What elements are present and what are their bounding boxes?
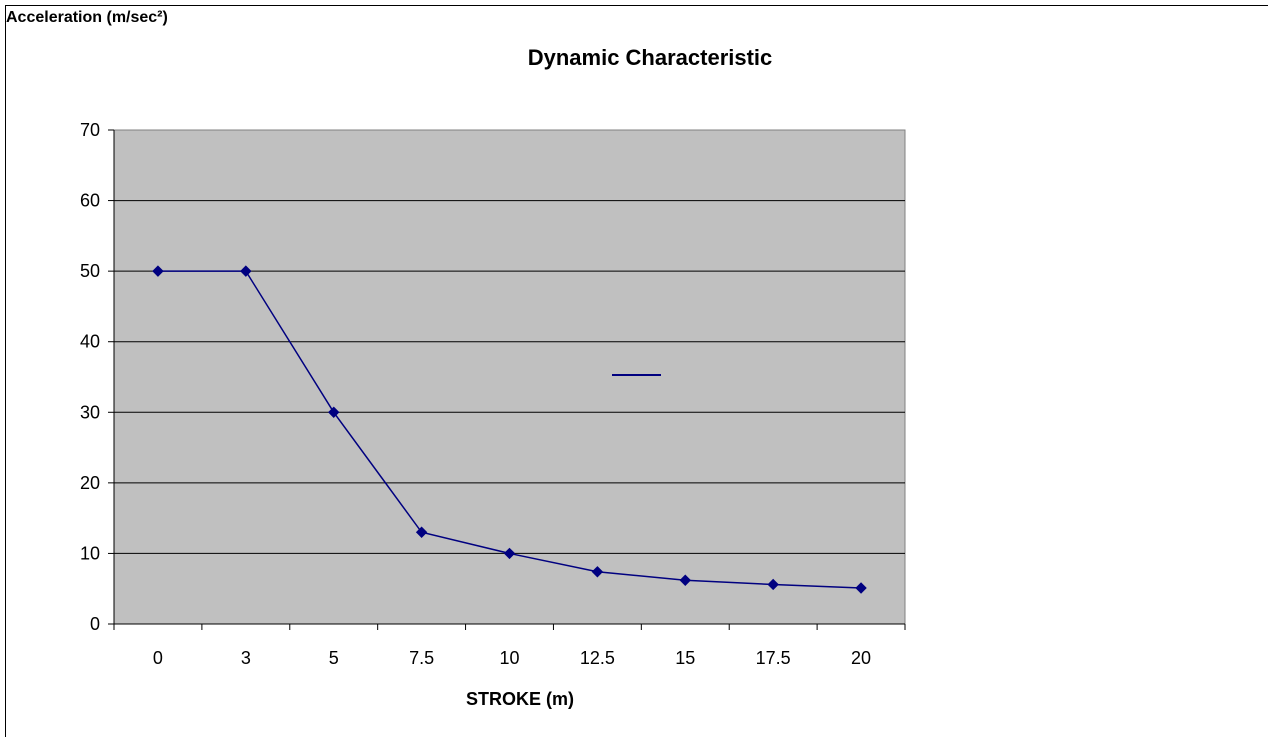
x-axis: 0 3 5 7.5 10 12.5 15 17.5 20 <box>113 623 906 668</box>
data-point <box>240 265 252 277</box>
chart-frame <box>5 5 1268 737</box>
data-point <box>855 582 867 594</box>
x-axis-title: STROKE (m) <box>466 689 574 709</box>
y-tick-label: 10 <box>80 543 100 563</box>
chart-title: Dynamic Characteristic <box>528 45 773 70</box>
x-tick-label: 20 <box>851 648 871 668</box>
y-tick-label: 50 <box>80 261 100 281</box>
y-axis-title: Acceleration (m/sec²) <box>6 9 168 26</box>
y-tick-label: 60 <box>80 191 100 211</box>
x-tick-label: 10 <box>499 648 519 668</box>
y-tick-label: 20 <box>80 473 100 493</box>
y-tick-label: 0 <box>90 614 100 634</box>
x-tick-label: 17.5 <box>756 648 791 668</box>
plot-area <box>113 129 906 625</box>
data-point <box>152 265 164 277</box>
x-tick-label: 3 <box>241 648 251 668</box>
x-tick-label: 7.5 <box>409 648 434 668</box>
x-tick-label: 15 <box>675 648 695 668</box>
series-group <box>152 265 867 594</box>
data-point <box>328 406 340 418</box>
data-point <box>503 547 516 560</box>
data-point <box>415 526 428 538</box>
data-point <box>767 578 779 591</box>
x-tick-label: 12.5 <box>580 648 615 668</box>
data-point <box>591 566 604 578</box>
y-tick-label: 30 <box>80 402 100 422</box>
x-tick-label: 5 <box>329 648 339 668</box>
data-point <box>679 574 691 586</box>
y-axis: 0 10 20 30 40 50 60 70 <box>80 120 115 634</box>
y-tick-label: 70 <box>80 120 100 140</box>
y-tick-label: 40 <box>80 332 100 352</box>
x-tick-label: 0 <box>153 648 163 668</box>
